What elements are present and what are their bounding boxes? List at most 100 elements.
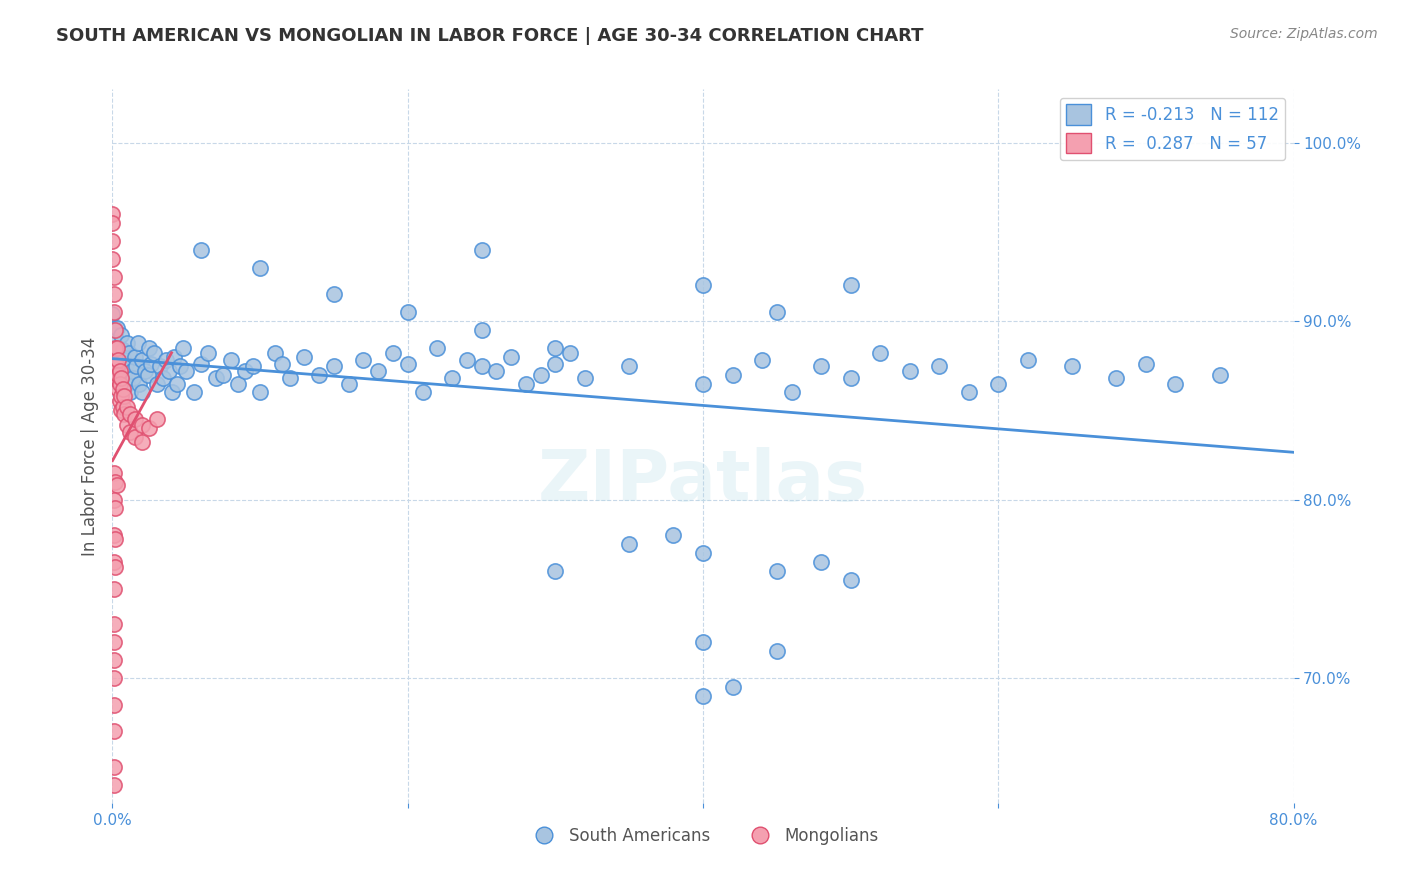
Point xyxy=(117,376,138,391)
Point xyxy=(271,357,294,371)
Point xyxy=(766,564,789,578)
Point xyxy=(110,328,132,343)
Point xyxy=(157,364,180,378)
Point xyxy=(104,350,127,364)
Point xyxy=(104,475,127,489)
Point xyxy=(138,421,160,435)
Point xyxy=(1017,353,1039,368)
Point xyxy=(118,346,141,360)
Point xyxy=(101,252,124,266)
Point xyxy=(544,357,567,371)
Point xyxy=(103,305,125,319)
Point xyxy=(101,216,124,230)
Point xyxy=(780,385,803,400)
Point xyxy=(120,407,142,421)
Point xyxy=(1208,368,1232,382)
Point xyxy=(108,376,131,391)
Point xyxy=(105,371,128,385)
Point xyxy=(382,346,405,360)
Legend: South Americans, Mongolians: South Americans, Mongolians xyxy=(520,821,886,852)
Point xyxy=(110,403,132,417)
Point xyxy=(103,321,125,335)
Point xyxy=(396,357,419,371)
Point xyxy=(107,353,129,368)
Point xyxy=(166,376,188,391)
Point xyxy=(111,382,134,396)
Point xyxy=(367,364,389,378)
Point xyxy=(169,359,191,373)
Point xyxy=(103,287,125,301)
Point xyxy=(117,417,138,432)
Point xyxy=(103,492,125,507)
Point xyxy=(485,364,508,378)
Point xyxy=(131,417,153,432)
Point xyxy=(146,412,169,426)
Point xyxy=(103,371,125,385)
Point xyxy=(190,357,212,371)
Point xyxy=(111,343,134,357)
Point xyxy=(426,341,449,355)
Text: Source: ZipAtlas.com: Source: ZipAtlas.com xyxy=(1230,27,1378,41)
Point xyxy=(146,376,169,391)
Point xyxy=(103,671,125,685)
Point xyxy=(160,385,183,400)
Point xyxy=(120,385,142,400)
Point xyxy=(131,353,153,368)
Point xyxy=(110,371,132,385)
Point xyxy=(292,350,315,364)
Point xyxy=(105,341,128,355)
Point xyxy=(104,323,127,337)
Point xyxy=(529,368,551,382)
Point xyxy=(149,359,172,373)
Point xyxy=(101,353,124,368)
Point xyxy=(104,341,127,355)
Point xyxy=(197,346,219,360)
Point xyxy=(124,350,146,364)
Point xyxy=(107,353,129,368)
Point xyxy=(103,653,125,667)
Point xyxy=(121,364,143,378)
Point xyxy=(103,582,125,596)
Point xyxy=(928,359,950,373)
Point xyxy=(111,400,134,414)
Point xyxy=(456,353,478,368)
Point xyxy=(136,368,159,382)
Point xyxy=(323,359,346,373)
Point xyxy=(249,260,271,275)
Point xyxy=(721,680,744,694)
Point xyxy=(264,346,287,360)
Point xyxy=(898,364,921,378)
Text: ZIPatlas: ZIPatlas xyxy=(538,447,868,516)
Point xyxy=(104,359,127,373)
Point xyxy=(122,371,145,385)
Point xyxy=(117,335,138,350)
Point xyxy=(105,321,128,335)
Point xyxy=(751,353,773,368)
Point xyxy=(104,560,127,574)
Text: SOUTH AMERICAN VS MONGOLIAN IN LABOR FORCE | AGE 30-34 CORRELATION CHART: SOUTH AMERICAN VS MONGOLIAN IN LABOR FOR… xyxy=(56,27,924,45)
Point xyxy=(101,234,124,248)
Point xyxy=(219,353,242,368)
Point xyxy=(104,328,127,343)
Point xyxy=(152,371,174,385)
Point xyxy=(352,353,374,368)
Point xyxy=(138,341,160,355)
Point xyxy=(112,389,135,403)
Point xyxy=(103,778,125,792)
Point xyxy=(103,269,125,284)
Point xyxy=(125,359,148,373)
Point xyxy=(104,501,127,516)
Point xyxy=(127,335,149,350)
Point xyxy=(174,364,197,378)
Point xyxy=(810,359,832,373)
Point xyxy=(766,305,789,319)
Point xyxy=(574,371,596,385)
Point xyxy=(869,346,891,360)
Point xyxy=(103,760,125,774)
Point xyxy=(183,385,205,400)
Point xyxy=(105,359,128,373)
Point xyxy=(501,350,523,364)
Y-axis label: In Labor Force | Age 30-34: In Labor Force | Age 30-34 xyxy=(80,336,98,556)
Point xyxy=(839,371,862,385)
Point xyxy=(721,368,744,382)
